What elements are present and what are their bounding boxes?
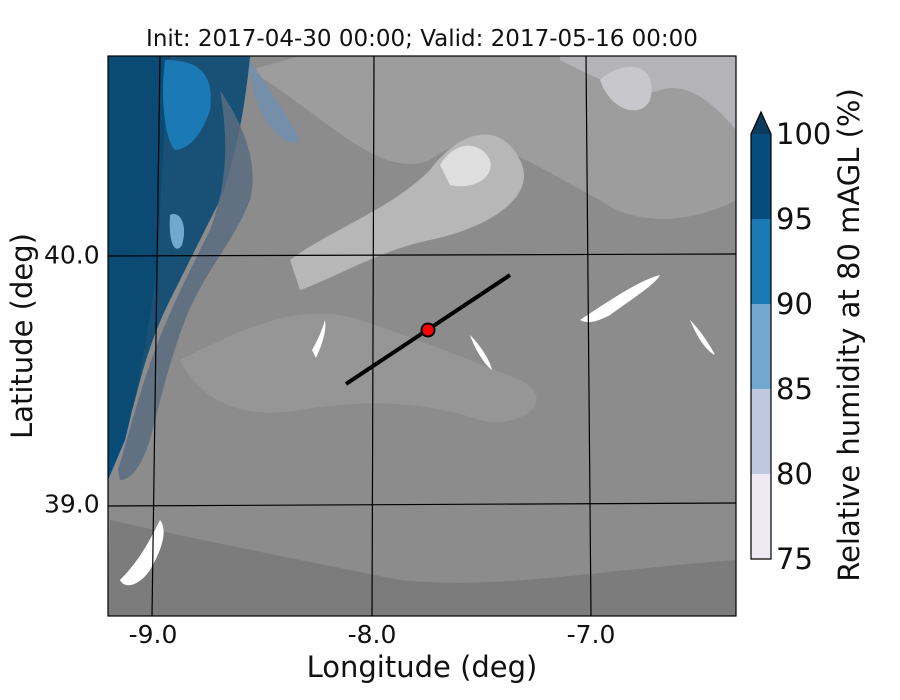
terrain-mid-hills: [180, 313, 537, 422]
map-field: [108, 56, 736, 616]
terrain-northeast-light: [600, 66, 652, 111]
river-east: [580, 275, 660, 323]
colorbar-level-85-90: [751, 304, 771, 389]
colorbar-level-95-100: [751, 134, 771, 219]
colorbar: [750, 110, 772, 560]
colorbar-tick-label: 100: [776, 117, 832, 151]
colorbar-tick-label: 90: [776, 287, 813, 321]
humid-transition: [118, 90, 253, 480]
colorbar-tick-label: 75: [776, 542, 813, 576]
colorbar-outline: [750, 110, 772, 560]
humid-coast-85: [169, 214, 185, 249]
river-east-2: [690, 320, 715, 355]
site-marker: [420, 322, 436, 338]
colorbar-level-75-80: [751, 474, 771, 559]
humid-coast-90: [163, 60, 211, 150]
colorbar-extend-arrow: [751, 112, 771, 134]
x-tick-label: -8.0: [347, 620, 397, 649]
colorbar-label: Relative humidity at 80 mAGL (%): [832, 88, 866, 582]
graticule: [108, 56, 736, 616]
y-tick-label: 39.0: [44, 489, 100, 519]
x-tick-label: -9.0: [128, 620, 178, 649]
terrain-ne-highland: [560, 56, 736, 130]
plot-title: Init: 2017-04-30 00:00; Valid: 2017-05-1…: [146, 26, 698, 52]
x-axis-label: Longitude (deg): [306, 650, 538, 684]
colorbar-tick-label: 80: [776, 457, 813, 491]
river-west: [312, 320, 326, 358]
y-axis-label: Latitude (deg): [5, 233, 39, 439]
colorbar-level-90-95: [751, 219, 771, 304]
terrain-mountain-peak: [440, 145, 491, 187]
x-tick-label: -7.0: [566, 620, 616, 649]
colorbar-level-80-85: [751, 389, 771, 474]
colorbar-tick-label: 85: [776, 372, 813, 406]
humid-north-blue: [249, 60, 300, 143]
humid-coast-95: [108, 56, 250, 460]
y-tick-label: 40.0: [44, 240, 100, 270]
plot-frame: [107, 55, 737, 617]
river-central: [470, 335, 492, 370]
terrain-valley-dark: [108, 520, 736, 616]
colorbar-tick-label: 95: [776, 202, 813, 236]
